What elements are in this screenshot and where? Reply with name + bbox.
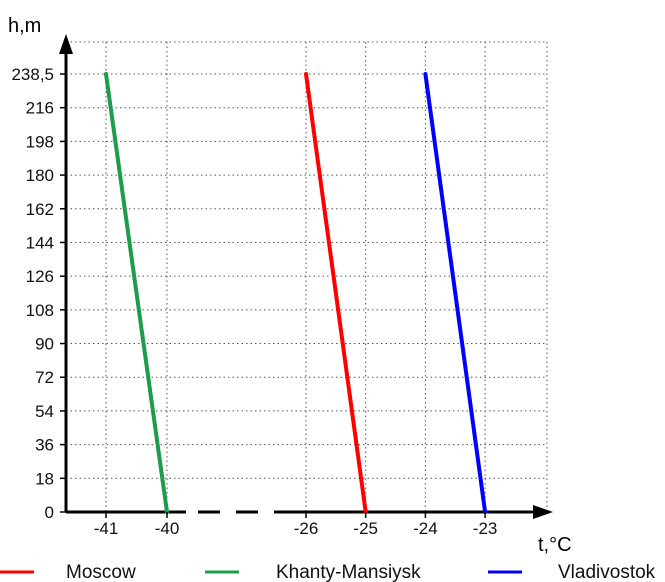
y-tick-label: 90	[35, 335, 54, 354]
x-axis-title: t,°C	[538, 534, 572, 556]
series-line-vladivostok	[423, 72, 488, 514]
x-tick-label: -24	[413, 519, 438, 538]
y-tick-label: 126	[26, 267, 54, 286]
y-axis-title: h,m	[8, 15, 41, 37]
y-tick-label: 180	[26, 166, 54, 185]
y-tick-label: 198	[26, 132, 54, 151]
y-tick-label: 72	[35, 368, 54, 387]
series-line-khanty-mansiysk	[104, 72, 169, 514]
legend-label-vladivostok: Vladivostok	[558, 562, 656, 582]
x-tick-label: -25	[353, 519, 378, 538]
y-tick-label: 0	[45, 503, 54, 522]
legend-label-moscow: Moscow	[66, 562, 136, 582]
x-tick-label: -26	[294, 519, 319, 538]
x-tick-label: -40	[155, 519, 180, 538]
series-line-moscow	[304, 72, 368, 514]
y-tick-label: 144	[26, 233, 54, 252]
y-tick-label: 216	[26, 99, 54, 118]
y-axis-arrow	[59, 34, 73, 54]
legend-label-khanty-mansiysk: Khanty-Mansiysk	[276, 562, 421, 582]
y-tick-label: 238,5	[11, 65, 54, 84]
series-layer	[104, 72, 488, 514]
ticks: 0 18 36 54 72 90 108 126 144 162 180 198 216 238,5 -41…	[11, 65, 497, 538]
y-tick-label: 108	[26, 301, 54, 320]
y-tick-label: 54	[35, 402, 54, 421]
x-tick-label: -41	[94, 519, 119, 538]
x-axis-arrow	[533, 505, 553, 519]
y-tick-label: 162	[26, 200, 54, 219]
axes	[59, 34, 553, 519]
legend: Moscow Khanty-Mansiysk Vladivostok	[0, 562, 656, 582]
y-tick-label: 18	[35, 469, 54, 488]
y-tick-label: 36	[35, 436, 54, 455]
x-tick-label: -23	[473, 519, 498, 538]
